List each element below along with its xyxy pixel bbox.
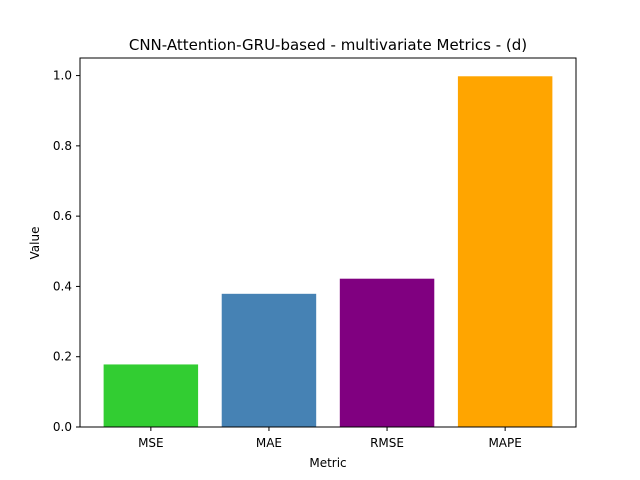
x-tick-label: MSE xyxy=(138,436,164,450)
x-tick-label: RMSE xyxy=(370,436,404,450)
bar-mape xyxy=(457,76,553,427)
y-axis-label: Value xyxy=(28,227,42,260)
y-tick-label: 0.2 xyxy=(53,350,72,364)
x-tick-label: MAE xyxy=(256,436,282,450)
bar-mae xyxy=(221,293,317,427)
y-tick-label: 0.8 xyxy=(53,139,72,153)
y-axis: 0.0 0.2 0.4 0.6 0.8 1.0 xyxy=(53,69,80,434)
plot-area xyxy=(103,76,553,427)
chart-title: CNN-Attention-GRU-based - multivariate M… xyxy=(129,36,527,54)
y-tick-label: 0.4 xyxy=(53,279,72,293)
y-tick-label: 0.0 xyxy=(53,420,72,434)
x-axis-label: Metric xyxy=(309,456,346,470)
bar-mse xyxy=(103,364,199,427)
x-tick-label: MAPE xyxy=(488,436,521,450)
y-tick-label: 0.6 xyxy=(53,209,72,223)
axes-frame xyxy=(79,57,577,428)
bar-rmse xyxy=(339,278,435,427)
x-axis: MSE MAE RMSE MAPE xyxy=(138,427,522,450)
y-tick-label: 1.0 xyxy=(53,69,72,83)
